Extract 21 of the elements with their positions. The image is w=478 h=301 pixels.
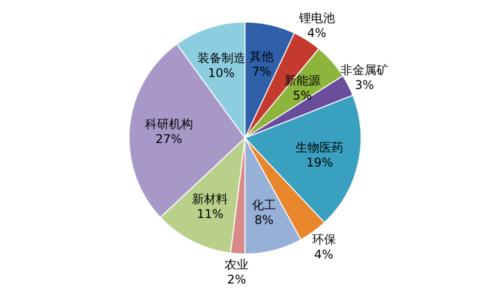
data-label: 4% [314, 247, 334, 262]
data-label: 8% [254, 213, 274, 228]
data-label: 27% [155, 132, 182, 146]
data-label: 7% [252, 64, 272, 78]
data-label: 4% [307, 26, 326, 40]
data-label: 19% [306, 156, 334, 170]
data-label: 5% [292, 88, 312, 102]
slice-label: 锂电池 [298, 10, 335, 25]
slice-label: 环保 [312, 232, 336, 246]
slice-label: 装备制造 [197, 51, 246, 66]
slice-label: 科研机构 [144, 116, 193, 131]
slice-label: 生物医药 [296, 140, 344, 155]
data-label: 3% [354, 78, 374, 92]
slice-label: 新材料 [192, 192, 228, 206]
data-label: 10% [208, 66, 235, 80]
slice-label: 化工 [252, 198, 276, 212]
data-label: 11% [196, 207, 224, 222]
slice-label: 农业 [224, 258, 249, 272]
data-label: 2% [227, 272, 246, 287]
slice-label: 其他 [250, 49, 274, 64]
slice-label: 非金属矿 [340, 63, 388, 78]
